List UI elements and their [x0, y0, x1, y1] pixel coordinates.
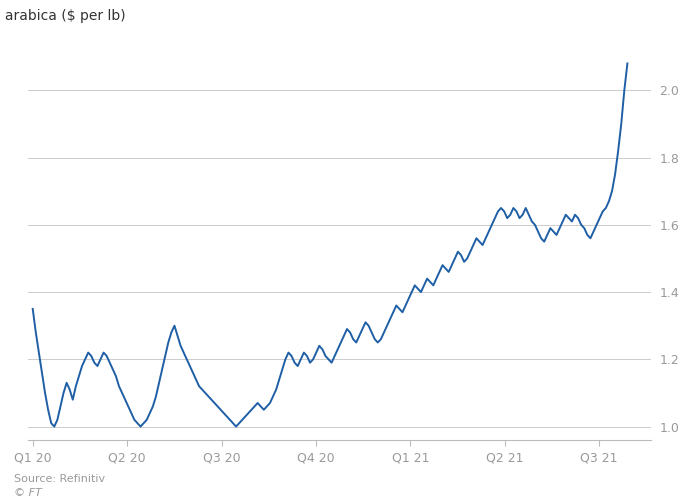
- Text: Source: Refinitiv: Source: Refinitiv: [14, 474, 105, 484]
- Text: © FT: © FT: [14, 488, 42, 498]
- Text: ICE arabica ($ per lb): ICE arabica ($ per lb): [0, 8, 126, 22]
